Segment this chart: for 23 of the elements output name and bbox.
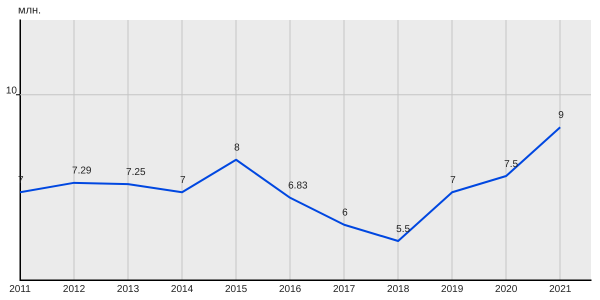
y-axis-title: млн. [18, 4, 42, 17]
x-tick-label: 2014 [170, 284, 194, 295]
data-label: 5.5 [396, 224, 410, 235]
x-tick-label: 2015 [224, 284, 248, 295]
data-label: 7.5 [504, 158, 519, 170]
data-label: 7 [180, 175, 186, 186]
x-tick-label: 2018 [387, 284, 410, 295]
x-tick-label: 2016 [278, 284, 302, 295]
data-label: 8 [234, 142, 240, 154]
data-label: 7.29 [72, 166, 92, 177]
x-tick-label: 2021 [549, 284, 572, 295]
x-tick-label: 2020 [495, 284, 518, 295]
x-tick-label: 2012 [62, 284, 86, 295]
data-label: 9 [558, 110, 564, 121]
ref-line-label: 10 [6, 86, 18, 96]
data-label: 7 [450, 175, 456, 186]
x-tick-label: 2011 [9, 284, 32, 295]
x-tick-label: 2013 [116, 284, 140, 295]
x-tick-label: 2019 [441, 284, 464, 295]
data-label: 6.83 [288, 180, 308, 192]
data-label: 6 [342, 208, 348, 218]
x-tick-label: 2017 [333, 284, 356, 295]
data-label: 7.25 [126, 166, 146, 178]
